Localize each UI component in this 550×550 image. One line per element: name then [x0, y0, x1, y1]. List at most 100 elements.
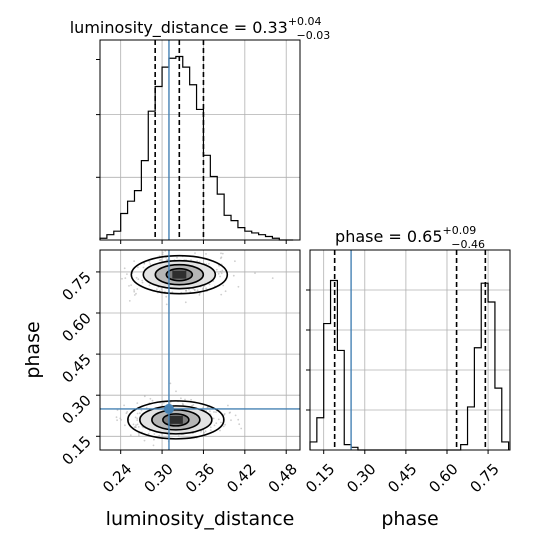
x-tick-label-0: 0.24 [99, 460, 135, 496]
scatter-point [163, 401, 165, 404]
grid [100, 40, 300, 240]
x-tick-label-1: 0.30 [140, 460, 176, 496]
y-tick-label-4: 0.75 [58, 268, 94, 304]
scatter-point [114, 242, 116, 244]
scatter-point [128, 300, 131, 302]
scatter-point [159, 258, 162, 261]
scatter-point [165, 256, 168, 259]
scatter-point [222, 284, 225, 287]
scatter-point [238, 423, 241, 426]
scatter-point [123, 404, 125, 407]
scatter-point [136, 423, 139, 426]
scatter-point [215, 422, 218, 425]
scatter-point [136, 419, 139, 421]
scatter-point [202, 288, 204, 291]
scatter-point [155, 288, 158, 291]
scatter-point [137, 278, 140, 281]
scatter-point [135, 292, 137, 295]
scatter-point [124, 424, 126, 427]
scatter-point [139, 412, 141, 415]
scatter-point [209, 429, 212, 431]
scatter-point [133, 289, 136, 291]
x-axis-label-luminosity-distance: luminosity_distance [106, 508, 295, 530]
frame [99, 249, 301, 451]
x-tick-label-4: 0.75 [466, 460, 502, 496]
scatter-point [254, 272, 256, 274]
scatter-point [140, 409, 143, 412]
scatter-point [115, 416, 118, 419]
scatter-point [133, 260, 136, 262]
scatter-point [165, 295, 168, 298]
scatter-point [206, 406, 209, 409]
scatter-point [148, 284, 151, 287]
scatter-point [190, 398, 193, 401]
scatter-point [169, 401, 172, 404]
scatter-point [128, 285, 130, 287]
scatter-point [213, 424, 216, 427]
scatter-point [137, 426, 140, 428]
scatter-point [208, 262, 210, 265]
scatter-point [136, 417, 139, 420]
scatter-point [200, 430, 202, 433]
scatter-point [126, 411, 129, 413]
scatter-point [175, 390, 177, 393]
scatter-point [135, 424, 137, 426]
scatter-point [137, 266, 139, 269]
scatter-point [119, 417, 122, 420]
y-tick-label-2: 0.45 [58, 350, 94, 386]
scatter-point [219, 429, 221, 432]
scatter-point [130, 284, 133, 286]
scatter-point [149, 397, 152, 400]
scatter-point [196, 289, 199, 292]
frame [309, 249, 511, 451]
scatter-point [148, 260, 151, 263]
scatter-point [176, 256, 178, 259]
y-tick-label-1: 0.30 [58, 391, 94, 427]
scatter-point [120, 419, 122, 421]
scatter-point [142, 266, 145, 269]
scatter-point [217, 418, 220, 421]
scatter-point [227, 404, 229, 407]
scatter-point [125, 412, 128, 415]
scatter-point [149, 263, 152, 265]
scatter-point [184, 301, 187, 304]
scatter-point [153, 438, 155, 441]
scatter-point [240, 427, 243, 430]
scatter-point [143, 439, 146, 442]
scatter-point [143, 262, 146, 265]
scatter-point [152, 444, 155, 447]
scatter-point [182, 403, 185, 406]
joint-2d-panel: 0.24 0.30 0.36 0.42 0.480.150.300.450.600.75 [58, 242, 301, 496]
scatter-point [192, 404, 195, 406]
density-peak [172, 270, 187, 279]
scatter-point [221, 269, 224, 272]
density-peak [168, 415, 183, 424]
scatter-point [198, 294, 201, 296]
x-tick-label-3: 0.42 [223, 460, 259, 496]
frame [99, 39, 301, 241]
scatter-point [135, 276, 138, 279]
scatter-point [217, 272, 220, 275]
x-tick-label-3: 0.60 [425, 460, 461, 496]
x-tick-label-1: 0.30 [343, 460, 379, 496]
scatter-point [205, 253, 207, 255]
scatter-point [204, 430, 207, 433]
scatter-point [184, 398, 186, 401]
scatter-point [219, 257, 222, 260]
histogram-step [309, 279, 510, 451]
scatter-point [193, 289, 196, 292]
scatter-point [213, 411, 215, 413]
scatter-point [133, 294, 136, 296]
scatter-point [158, 434, 161, 437]
scatter-point [160, 288, 163, 290]
contour-0 [130, 254, 229, 295]
truth-marker [163, 403, 174, 414]
scatter-point [141, 279, 144, 282]
title-luminosity-distance: luminosity_distance = 0.33+0.04 −0.03 [70, 15, 331, 42]
scatter-point [136, 412, 139, 415]
scatter-point [220, 272, 223, 275]
cluster-1 [127, 400, 225, 440]
scatter-point [219, 270, 222, 273]
scatter-point [138, 434, 140, 437]
scatter-point [223, 413, 226, 415]
